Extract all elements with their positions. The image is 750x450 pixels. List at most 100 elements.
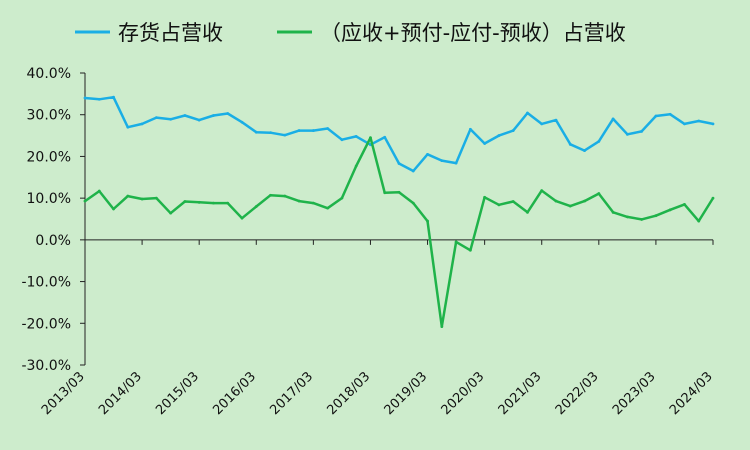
data-point-0 xyxy=(511,129,515,132)
data-point-0 xyxy=(254,130,258,134)
data-point-0 xyxy=(126,125,130,129)
data-point-1 xyxy=(554,199,558,203)
data-point-0 xyxy=(483,142,487,145)
x-tick-label: 2024/03 xyxy=(667,369,716,418)
series-line-0 xyxy=(84,95,714,173)
data-point-1 xyxy=(711,196,715,200)
y-tick-label: 0.0% xyxy=(35,233,71,249)
x-tick-label: 2015/03 xyxy=(153,369,202,418)
data-point-1 xyxy=(183,200,187,203)
x-tick-label: 2020/03 xyxy=(439,369,488,418)
data-point-1 xyxy=(226,201,230,205)
y-tick-label: -30.0% xyxy=(21,358,71,374)
data-point-0 xyxy=(640,130,644,133)
data-point-0 xyxy=(568,142,572,146)
data-point-1 xyxy=(369,136,372,140)
data-point-1 xyxy=(483,195,487,199)
data-point-1 xyxy=(297,199,301,203)
data-point-0 xyxy=(611,117,615,121)
data-point-1 xyxy=(212,201,215,205)
data-point-0 xyxy=(554,118,558,122)
data-point-0 xyxy=(183,114,187,117)
y-tick-label: -20.0% xyxy=(21,316,71,332)
data-point-1 xyxy=(668,208,672,212)
y-tick-label: -10.0% xyxy=(21,275,71,291)
data-point-0 xyxy=(440,159,444,163)
x-tick-label: 2013/03 xyxy=(39,369,88,418)
data-point-1 xyxy=(97,189,101,193)
data-point-0 xyxy=(540,122,544,126)
data-point-0 xyxy=(711,122,715,126)
data-point-0 xyxy=(497,134,501,137)
data-point-0 xyxy=(654,114,658,118)
x-tick-label: 2019/03 xyxy=(382,369,431,418)
legend-label-working-capital: （应收+预付-应付-预收）占营收 xyxy=(320,21,626,45)
data-point-0 xyxy=(526,111,529,115)
data-point-1 xyxy=(354,164,358,168)
data-point-0 xyxy=(83,96,87,100)
data-point-0 xyxy=(668,112,672,116)
data-point-1 xyxy=(269,193,272,197)
data-point-1 xyxy=(426,219,429,223)
data-point-1 xyxy=(112,207,115,211)
data-point-1 xyxy=(397,190,401,194)
data-point-0 xyxy=(140,122,144,126)
data-point-1 xyxy=(326,206,330,210)
data-point-1 xyxy=(254,205,258,208)
data-point-0 xyxy=(112,95,115,99)
data-point-1 xyxy=(83,199,87,203)
data-point-0 xyxy=(169,117,173,121)
data-point-1 xyxy=(511,200,515,203)
x-tick-label: 2017/03 xyxy=(267,369,316,418)
data-point-1 xyxy=(154,196,158,200)
data-point-1 xyxy=(654,214,658,218)
data-point-0 xyxy=(226,112,230,115)
data-point-1 xyxy=(169,211,173,215)
data-point-1 xyxy=(526,210,529,214)
data-point-0 xyxy=(240,120,244,124)
data-point-0 xyxy=(411,169,415,173)
data-point-1 xyxy=(468,248,472,252)
x-tick-label: 2023/03 xyxy=(610,369,659,418)
data-point-0 xyxy=(197,118,201,122)
data-point-1 xyxy=(683,203,686,206)
data-point-1 xyxy=(140,197,144,201)
y-tick-label: 30.0% xyxy=(27,108,71,124)
data-point-1 xyxy=(283,194,287,198)
data-point-0 xyxy=(326,127,330,130)
y-tick-label: 20.0% xyxy=(27,149,71,165)
data-point-0 xyxy=(354,135,358,138)
data-point-0 xyxy=(583,149,586,152)
data-point-1 xyxy=(611,210,615,214)
legend-label-inventory: 存货占营收 xyxy=(118,21,223,45)
data-point-1 xyxy=(640,218,644,221)
x-tick-label: 2014/03 xyxy=(96,369,145,418)
data-point-0 xyxy=(97,97,101,101)
data-point-0 xyxy=(426,152,429,156)
x-tick-label: 2016/03 xyxy=(210,369,259,418)
data-point-1 xyxy=(697,219,701,223)
data-point-1 xyxy=(240,216,244,220)
x-tick-label: 2018/03 xyxy=(324,369,373,418)
data-point-1 xyxy=(583,199,586,203)
x-tick-label: 2021/03 xyxy=(496,369,545,418)
data-point-1 xyxy=(311,201,315,205)
data-point-1 xyxy=(568,204,572,208)
data-point-1 xyxy=(540,189,544,193)
data-point-0 xyxy=(597,140,601,143)
data-point-0 xyxy=(154,116,158,120)
data-point-1 xyxy=(126,194,130,198)
y-tick-label: 40.0% xyxy=(27,66,71,82)
data-point-1 xyxy=(340,196,344,200)
data-point-1 xyxy=(440,325,444,329)
data-point-0 xyxy=(397,162,401,165)
data-point-0 xyxy=(468,127,472,131)
data-point-0 xyxy=(269,131,272,135)
y-tick-label: 10.0% xyxy=(27,191,71,207)
data-point-0 xyxy=(683,122,686,126)
data-point-0 xyxy=(625,132,629,136)
data-point-0 xyxy=(697,119,701,123)
data-point-0 xyxy=(297,129,301,132)
data-point-0 xyxy=(311,129,315,132)
